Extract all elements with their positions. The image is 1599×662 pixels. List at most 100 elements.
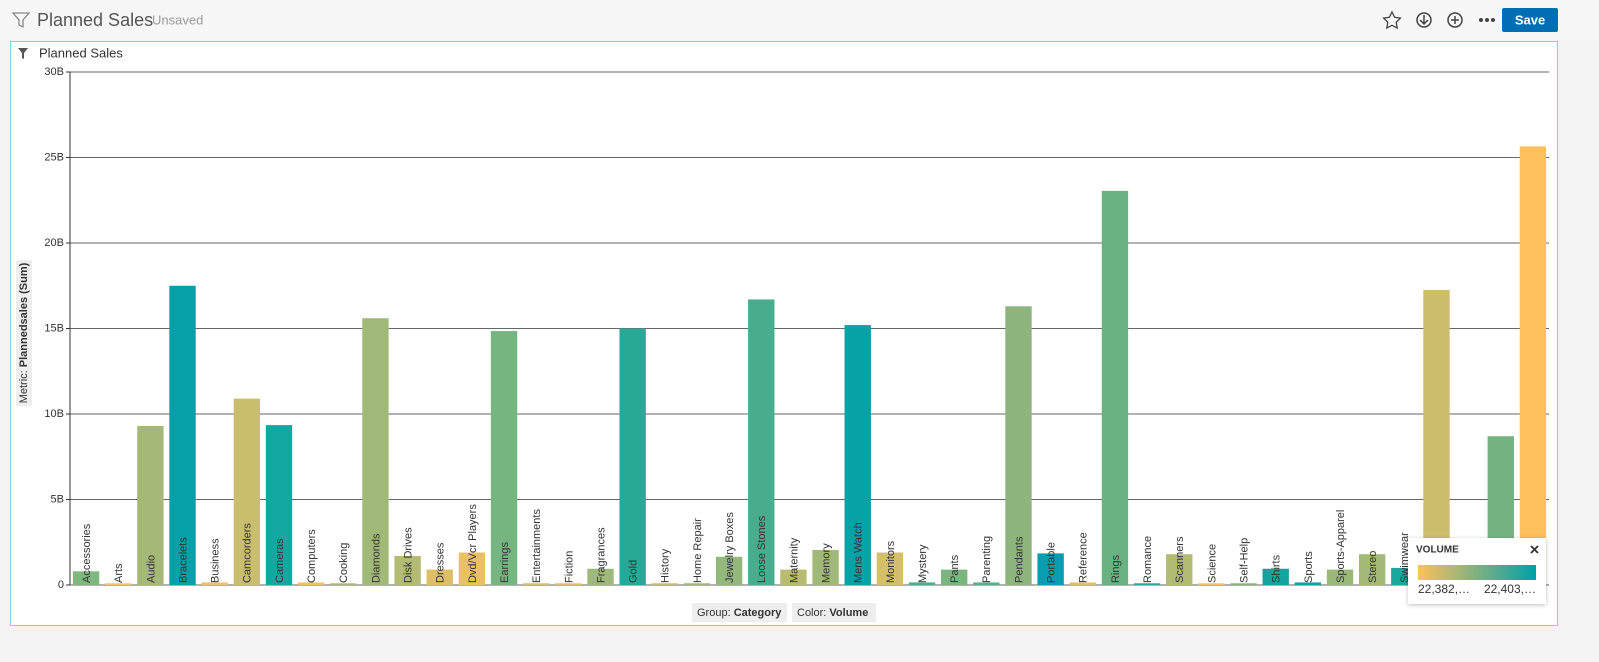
bar <box>651 583 678 585</box>
status: Unsaved <box>152 12 203 27</box>
x-tick-label: Accessories <box>81 523 93 583</box>
bar <box>683 583 711 585</box>
x-tick-label: Dresses <box>435 542 447 583</box>
bar <box>362 318 389 585</box>
x-tick-label: Diamonds <box>370 533 382 583</box>
x-tick-label: Maternity <box>788 537 800 583</box>
y-tick-label: 5B <box>51 493 64 505</box>
color-value: Volume <box>829 607 868 619</box>
chart-title: Planned Sales <box>39 45 123 60</box>
y-tick-label: 10B <box>44 408 64 420</box>
x-tick-label: Romance <box>1142 536 1154 583</box>
bar <box>72 571 100 585</box>
bar <box>555 583 582 585</box>
y-axis-label: Plannedsales (Sum) <box>18 262 30 367</box>
bar <box>233 398 261 585</box>
x-tick-label: Disk Drives <box>403 527 415 583</box>
x-tick-label: Computers <box>306 529 318 583</box>
bar <box>844 325 871 585</box>
y-tick-label: 0 <box>58 579 64 591</box>
x-tick-label: Parenting <box>981 536 993 583</box>
bar <box>715 556 743 585</box>
download-icon[interactable] <box>1416 12 1432 28</box>
x-tick-label: Audio <box>145 555 157 583</box>
bar <box>1069 582 1096 585</box>
color-prefix: Color: <box>797 607 826 619</box>
x-tick-label: Loose Stones <box>756 515 768 583</box>
x-tick-label: Scanners <box>1174 536 1186 583</box>
group-prefix: Group: <box>697 607 731 619</box>
bar <box>297 582 325 585</box>
bar <box>1230 583 1257 585</box>
legend-max: 22,403,… <box>1484 582 1536 596</box>
more-icon[interactable] <box>1479 18 1495 22</box>
x-tick-label: Cameras <box>274 538 286 583</box>
bar <box>105 583 132 585</box>
bar <box>876 552 904 585</box>
star-icon[interactable] <box>1382 10 1402 30</box>
x-tick-label: Sports-Apparel <box>1335 510 1347 583</box>
legend-close[interactable] <box>1530 545 1539 554</box>
y-tick-label: 15B <box>44 322 64 334</box>
bar <box>1326 569 1354 585</box>
y-label-bg <box>16 260 32 406</box>
bar <box>908 582 936 585</box>
panel-filter-icon[interactable] <box>18 48 28 59</box>
x-tick-label: Cooking <box>338 543 350 583</box>
bar <box>201 582 228 585</box>
header-bar <box>0 0 1599 40</box>
x-tick-label: Portable <box>1046 542 1058 583</box>
bar <box>426 569 453 585</box>
x-tick-label: Reference <box>1078 532 1090 583</box>
x-tick-label: Self-Help <box>1238 538 1250 583</box>
bar <box>1358 554 1386 585</box>
x-tick-label: Stereo <box>1367 551 1379 583</box>
bar <box>1005 306 1032 585</box>
bar <box>1133 583 1161 585</box>
x-tick-label: Bracelets <box>177 537 189 583</box>
y-tick-label: 25B <box>44 151 64 163</box>
bar <box>941 569 968 585</box>
bar <box>394 555 421 585</box>
x-tick-label: Fragrances <box>595 527 607 583</box>
y-axis-title: Metric: Plannedsales (Sum) <box>18 262 30 403</box>
x-tick-label: Memory <box>820 543 832 583</box>
y-tick-label: 20B <box>44 237 64 249</box>
add-icon[interactable] <box>1447 12 1463 28</box>
bar <box>137 425 164 585</box>
bar <box>1037 553 1064 585</box>
filter-icon[interactable] <box>11 12 31 29</box>
x-tick-label: Sports <box>1303 551 1315 583</box>
color-label: Color: Volume <box>797 607 868 619</box>
x-tick-label: Earrings <box>499 542 511 583</box>
legend-min: 22,382,… <box>1418 582 1470 596</box>
bar <box>619 328 646 585</box>
save-button[interactable] <box>1502 8 1558 32</box>
x-tick-label: Pendants <box>1013 536 1025 583</box>
bar <box>523 583 550 585</box>
bar <box>780 569 807 585</box>
group-pill[interactable] <box>692 603 787 622</box>
bar <box>265 425 293 585</box>
save-label[interactable]: Save <box>1515 12 1545 27</box>
bar <box>812 549 839 585</box>
x-tick-label: Science <box>1206 544 1218 583</box>
x-tick-label: Rings <box>1110 554 1122 583</box>
x-tick-label: Home Repair <box>692 518 704 583</box>
bar <box>1198 583 1225 585</box>
x-tick-label: Entertainments <box>531 509 543 583</box>
x-tick-label: Shirts <box>1271 554 1283 583</box>
bar <box>490 331 518 585</box>
x-tick-label: Camcorders <box>242 523 254 583</box>
bar <box>1262 568 1289 585</box>
x-tick-label: Gold <box>628 560 640 583</box>
bar <box>587 568 614 585</box>
legend-gradient <box>1418 565 1536 580</box>
x-tick-label: Monitors <box>885 540 897 583</box>
x-tick-label: Mens Watch <box>853 522 865 583</box>
bar <box>748 299 775 585</box>
sheet-title: Planned Sales <box>37 10 153 30</box>
color-pill[interactable] <box>792 603 876 622</box>
